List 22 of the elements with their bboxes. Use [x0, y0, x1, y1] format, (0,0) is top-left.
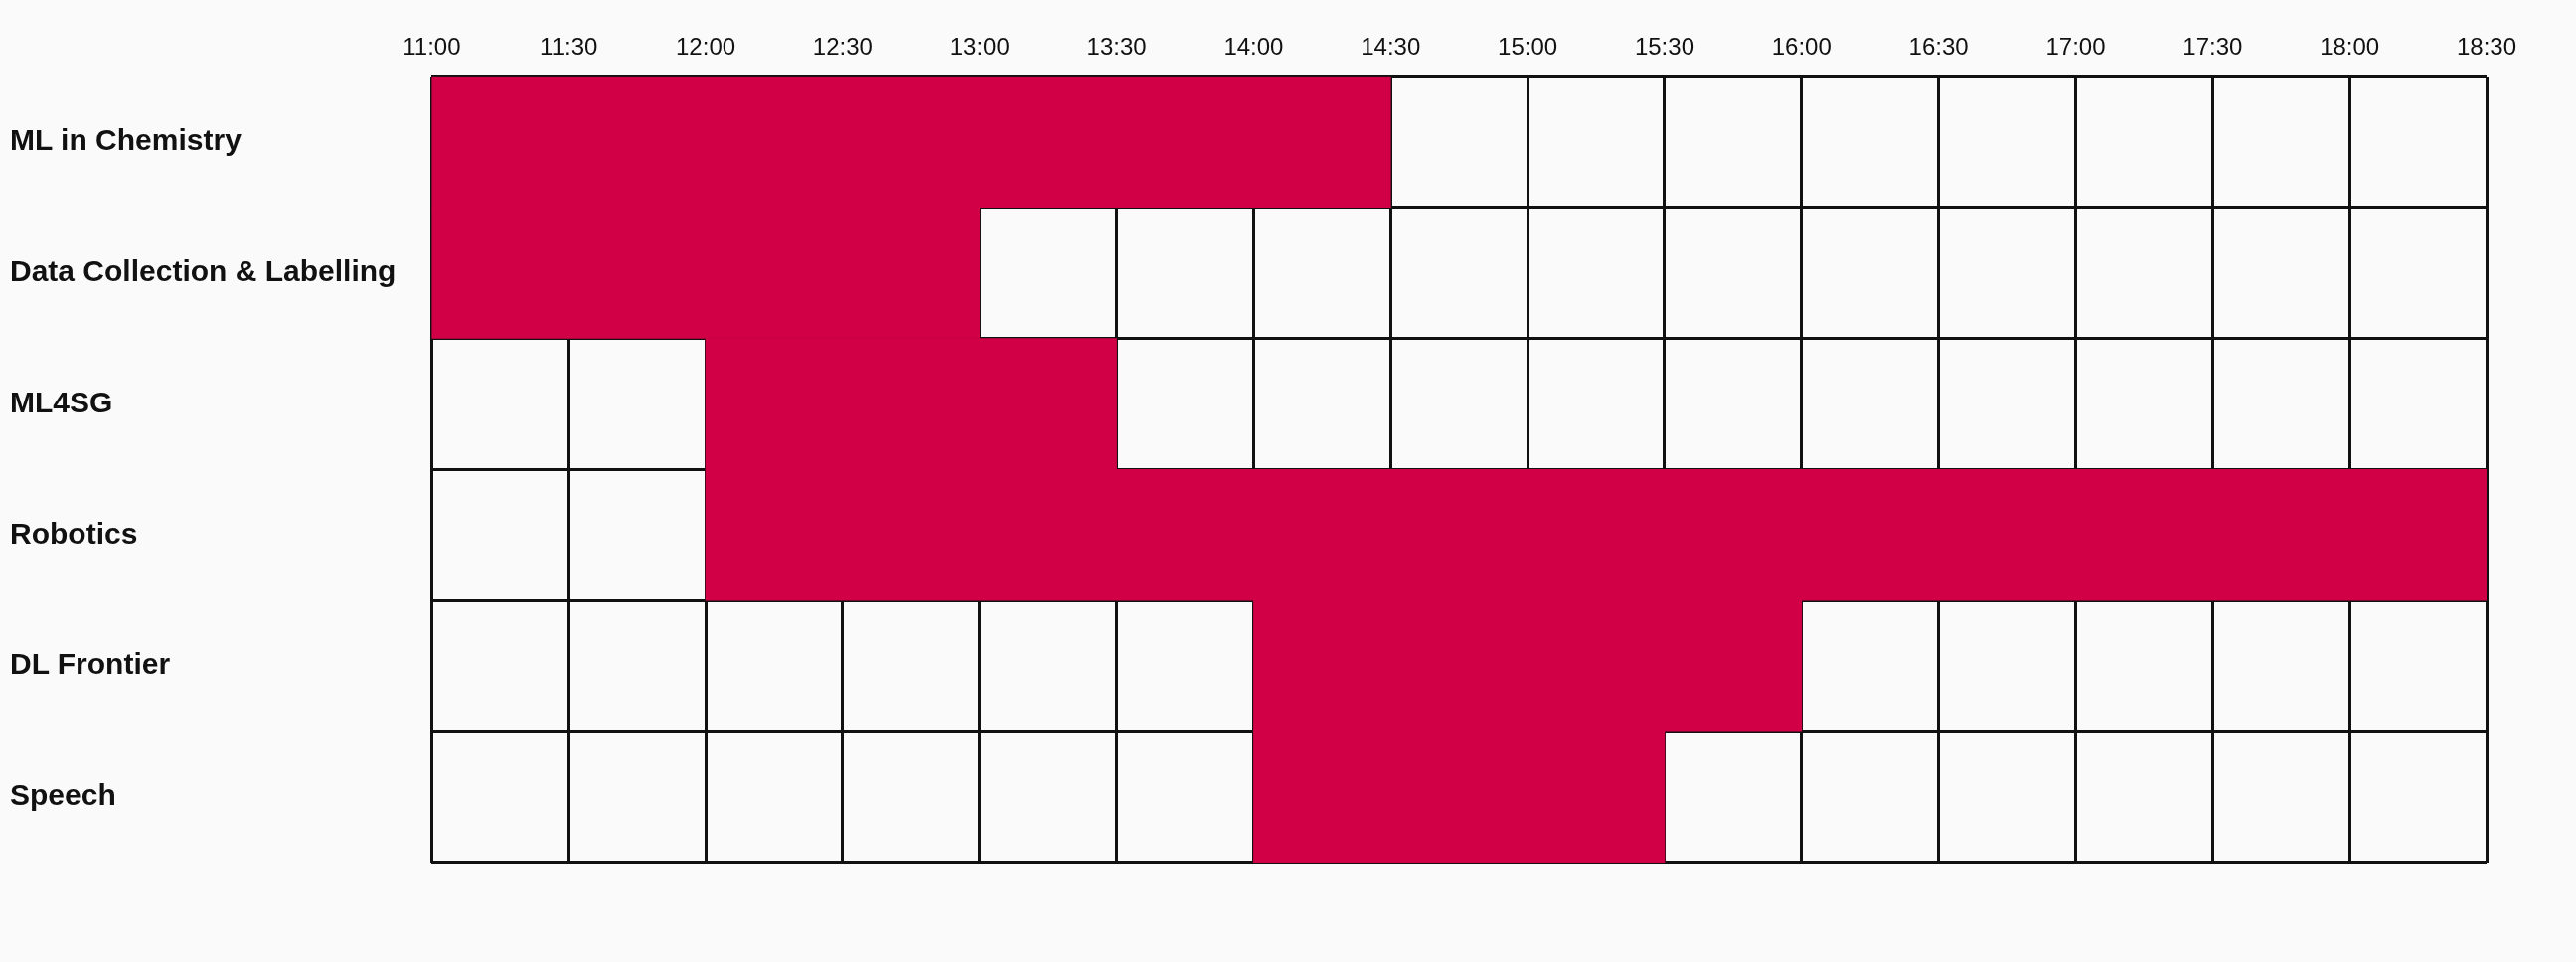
- y-tick-label: ML in Chemistry: [10, 123, 242, 156]
- y-tick-label: Speech: [10, 778, 116, 812]
- x-tick-label: 18:30: [2456, 33, 2517, 61]
- x-tick-label: 11:00: [402, 33, 461, 61]
- y-tick-label: DL Frontier: [10, 647, 171, 681]
- x-tick-label: 15:00: [1498, 33, 1558, 61]
- x-tick-label: 17:30: [2182, 33, 2243, 61]
- x-tick-label: 18:00: [2320, 33, 2380, 61]
- x-tick-label: 11:30: [540, 33, 598, 61]
- y-tick-label: ML4SG: [10, 385, 113, 418]
- x-tick-label: 14:30: [1361, 33, 1421, 61]
- y-tick-label: Data Collection & Labelling: [10, 253, 397, 287]
- x-tick-label: 13:00: [949, 33, 1010, 61]
- x-tick-label: 16:00: [1771, 33, 1832, 61]
- x-tick-label: 14:00: [1223, 33, 1284, 61]
- y-tick-label: Robotics: [10, 516, 138, 550]
- x-tick-label: 17:00: [2045, 33, 2106, 61]
- x-tick-label: 12:00: [676, 33, 736, 61]
- x-tick-label: 13:30: [1086, 33, 1147, 61]
- x-tick-label: 16:30: [1908, 33, 1969, 61]
- x-tick-label: 15:30: [1634, 33, 1694, 61]
- x-tick-label: 12:30: [812, 33, 873, 61]
